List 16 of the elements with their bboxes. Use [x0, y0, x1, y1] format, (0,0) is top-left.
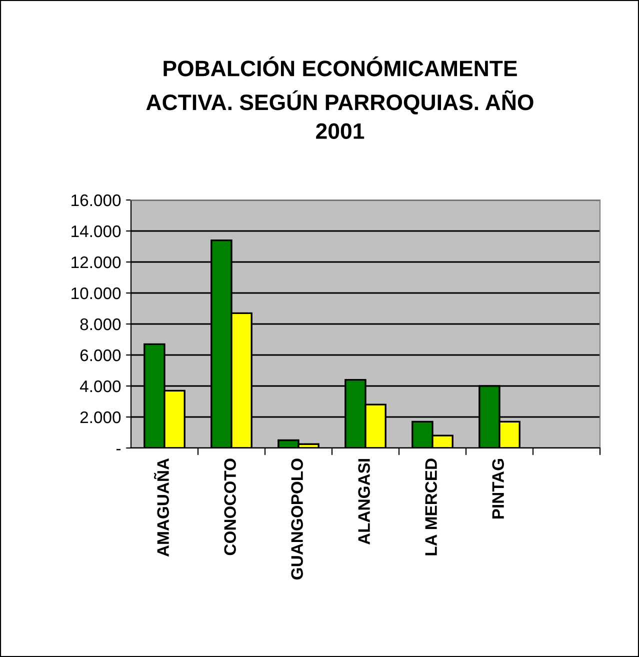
- x-tick-label: GUANGOPOLO: [291, 458, 303, 580]
- y-tick-label: 6.000: [80, 349, 121, 362]
- x-tick-label: LA MERCED: [425, 458, 437, 556]
- y-tick-label: -: [116, 448, 121, 450]
- x-tick-label: ALANGASI: [358, 459, 370, 545]
- y-tick-label: 4.000: [80, 380, 121, 392]
- x-tick-label: AMAGUAÑA: [154, 458, 169, 557]
- y-tick-label: 12.000: [72, 256, 121, 268]
- x-tick-label: CONOCOTO: [224, 458, 236, 556]
- chart-title: POBALCIÓN ECONÓMICAMENTE ACTIVA. SEGÚN PARROQUIAS. AÑO 2001: [146, 56, 534, 140]
- y-tick-label: 10.000: [72, 287, 121, 300]
- y-tick-label: 8.000: [80, 318, 121, 330]
- y-tick-label: 2.000: [80, 411, 121, 424]
- y-tick-label: 16.000: [72, 194, 121, 206]
- x-tick-label: PINTAG: [492, 458, 504, 519]
- y-tick-label: 14.000: [72, 225, 121, 238]
